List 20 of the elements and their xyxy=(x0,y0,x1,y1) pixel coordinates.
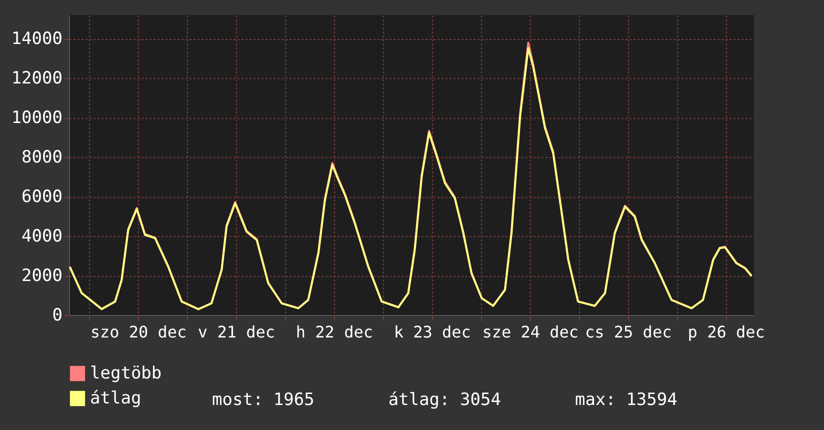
y-tick-label: 8000 xyxy=(22,148,62,168)
y-tick-label: 12000 xyxy=(11,68,62,89)
text: most: 1965 xyxy=(212,390,314,410)
y-tick-label: 0 xyxy=(52,306,62,326)
text: max: 13594 xyxy=(574,390,678,410)
x-tick-label: cs 25 dec xyxy=(585,322,672,342)
x-tick-label: szo 20 dec xyxy=(90,322,187,342)
y-tick-label: 2000 xyxy=(22,266,62,286)
x-tick-label: p 26 dec xyxy=(688,322,765,342)
x-tick-label: h 22 dec xyxy=(296,322,373,342)
x-tick-label: sze 24 dec xyxy=(482,322,579,342)
y-tick-label: 10000 xyxy=(11,108,62,128)
legend-label: átlag xyxy=(90,388,142,408)
text: átlag: 3054 xyxy=(388,390,501,410)
x-tick-label: k 23 dec xyxy=(394,322,471,342)
y-tick-label: 4000 xyxy=(22,226,62,247)
x-tick-label: v 21 dec xyxy=(198,322,275,342)
y-tick-label: 6000 xyxy=(22,187,62,208)
y-tick-label: 14000 xyxy=(11,29,62,50)
legend-label: legtöbb xyxy=(90,364,162,384)
